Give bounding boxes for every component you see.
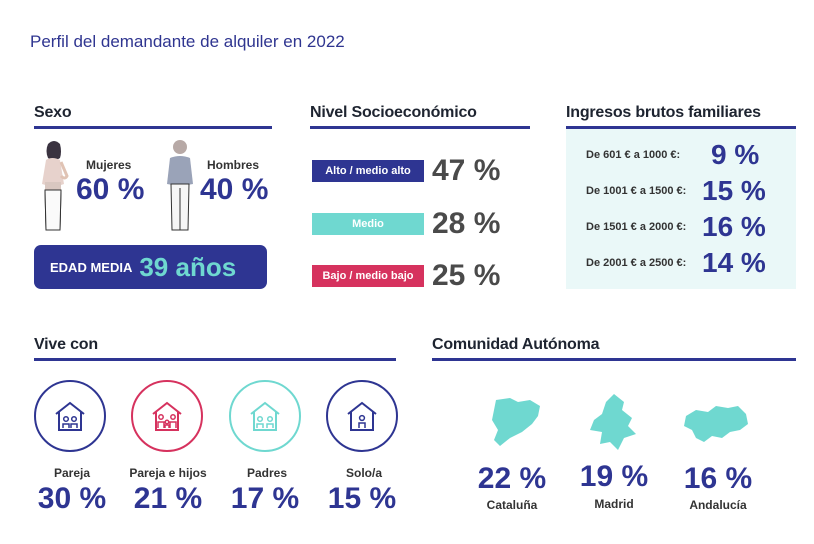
comunidad-label-madrid: Madrid — [594, 497, 634, 511]
vive-section-title: Vive con — [34, 336, 98, 353]
comunidad-value-andalucia: 16 % — [683, 462, 753, 495]
edad-media-badge: EDAD MEDIA 39 años — [34, 245, 267, 289]
comunidad-divider — [432, 358, 796, 361]
ingresos-value: 9 % — [711, 139, 760, 170]
hombres-label: Hombres — [207, 158, 260, 172]
vive-value-padres: 17 % — [230, 482, 300, 515]
ingresos-value: 16 % — [702, 211, 766, 242]
comunidad-section-title: Comunidad Autónoma — [432, 336, 600, 353]
vive-divider — [34, 358, 396, 361]
ingresos-section-title: Ingresos brutos familiares — [566, 104, 761, 121]
mujeres-label: Mujeres — [86, 158, 132, 172]
nivel-bar-bajo: Bajo / medio bajo — [312, 265, 424, 287]
man-icon — [167, 140, 193, 231]
single-house-icon — [326, 380, 398, 452]
sexo-section-title: Sexo — [34, 104, 72, 121]
vive-label-pareja-hijos: Pareja e hijos — [129, 466, 207, 480]
nivel-bar-medio: Medio — [312, 213, 424, 235]
nivel-value-medio: 28 % — [432, 207, 501, 240]
vive-label-padres: Padres — [246, 466, 288, 480]
ingresos-value: 15 % — [702, 175, 766, 206]
madrid-map-icon — [590, 394, 636, 450]
nivel-divider — [310, 126, 530, 129]
nivel-value-alto: 47 % — [432, 154, 501, 187]
comunidad-label-andalucia: Andalucía — [689, 498, 747, 512]
vive-value-solo: 15 % — [327, 482, 397, 515]
ingresos-panel: De 601 € a 1000 €: 9 % De 1001 € a 1500 … — [566, 129, 796, 289]
family-house-icon — [131, 380, 203, 452]
ingresos-row: De 601 € a 1000 €: 9 % — [586, 139, 786, 171]
page-title: Perfil del demandante de alquiler en 202… — [30, 32, 345, 51]
ingresos-label: De 2001 € a 2500 €: — [586, 257, 687, 269]
edad-media-label: EDAD MEDIA — [50, 259, 133, 275]
hombres-value: 40 % — [200, 173, 269, 206]
comunidad-value-madrid: 19 % — [579, 460, 649, 493]
andalucia-map-icon — [684, 406, 748, 442]
nivel-section-title: Nivel Socioeconómico — [310, 104, 477, 121]
ingresos-row: De 1001 € a 1500 €: 15 % — [586, 175, 786, 207]
ingresos-row: De 1501 € a 2000 €: 16 % — [586, 211, 786, 243]
ingresos-divider — [566, 126, 796, 129]
vive-label-solo: Solo/a — [345, 466, 382, 480]
ingresos-value: 14 % — [702, 247, 766, 278]
vive-value-pareja: 30 % — [37, 482, 107, 515]
cataluna-map-icon — [492, 398, 540, 446]
couple-house-icon — [34, 380, 106, 452]
nivel-bar-alto: Alto / medio alto — [312, 160, 424, 182]
vive-label-pareja: Pareja — [53, 466, 91, 480]
woman-icon — [42, 141, 69, 231]
ingresos-label: De 601 € a 1000 €: — [586, 149, 681, 161]
ingresos-label: De 1001 € a 1500 €: — [586, 185, 687, 197]
ingresos-row: De 2001 € a 2500 €: 14 % — [586, 247, 786, 279]
nivel-value-bajo: 25 % — [432, 259, 501, 292]
vive-value-pareja-hijos: 21 % — [133, 482, 203, 515]
mujeres-value: 60 % — [76, 173, 145, 206]
sexo-divider — [34, 126, 272, 129]
edad-media-value: 39 años — [139, 251, 237, 282]
parents-house-icon — [229, 380, 301, 452]
ingresos-label: De 1501 € a 2000 €: — [586, 221, 687, 233]
comunidad-value-cataluna: 22 % — [477, 462, 547, 495]
comunidad-label-cataluna: Cataluña — [486, 498, 538, 512]
